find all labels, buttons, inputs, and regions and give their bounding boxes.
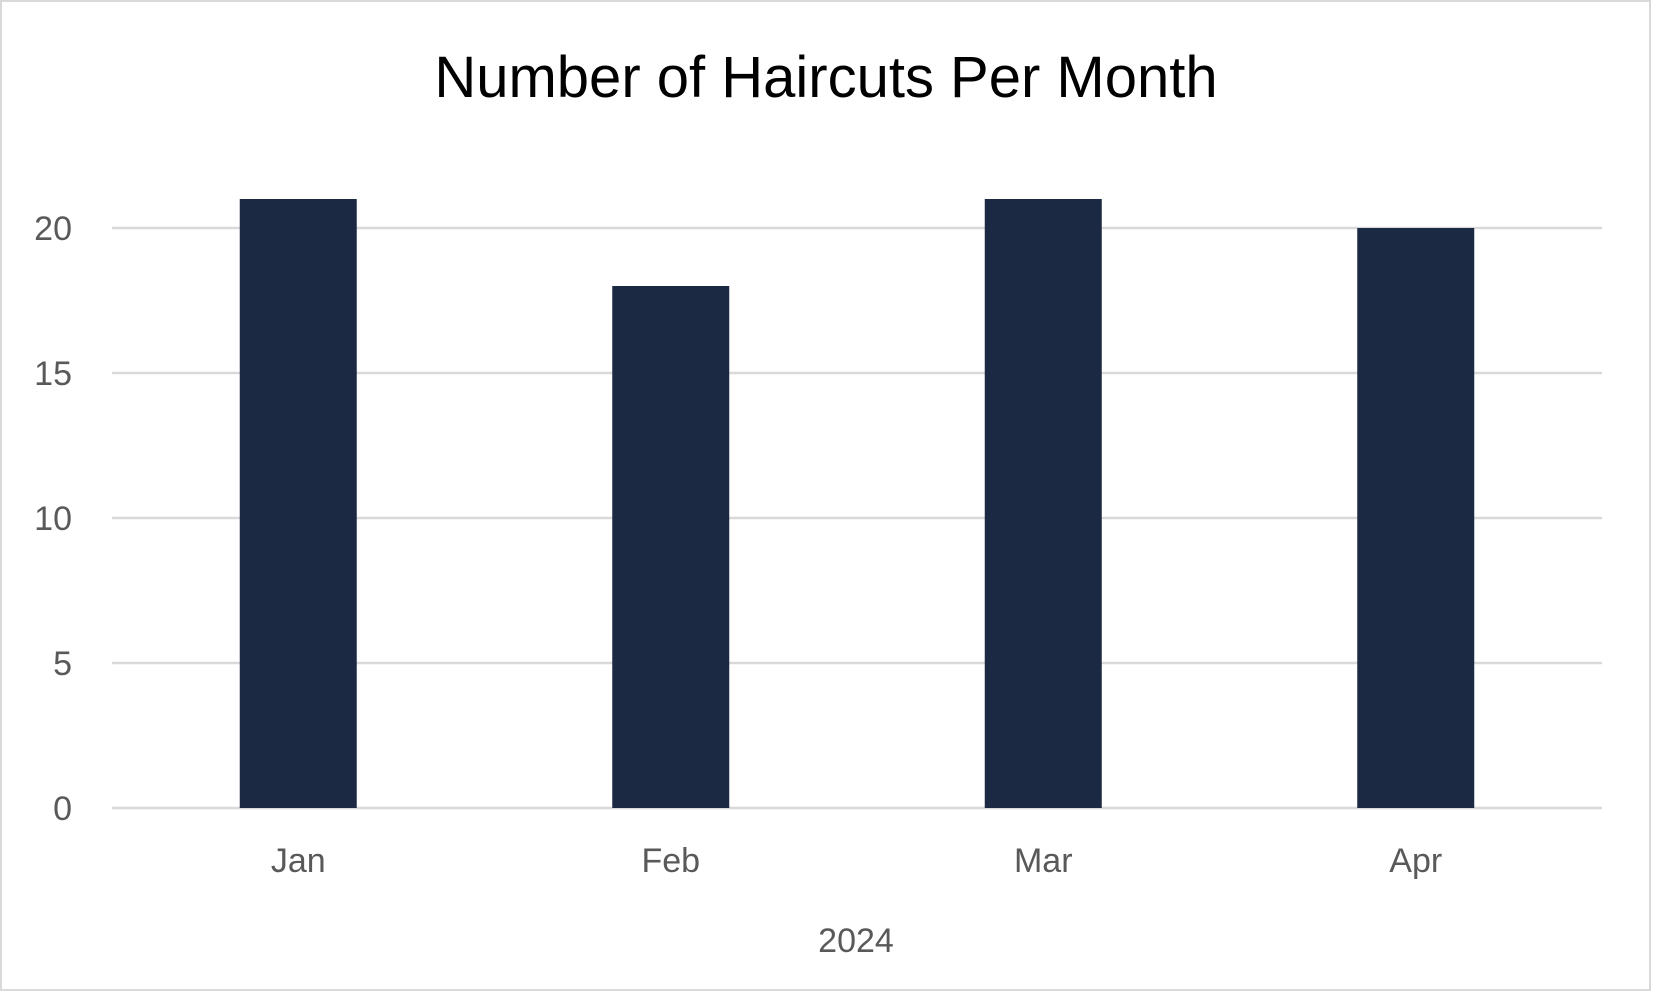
- x-tick-label: Feb: [641, 842, 700, 880]
- x-tick-label: Apr: [1389, 842, 1442, 880]
- bar-jan: [239, 199, 357, 808]
- bar-mar: [984, 199, 1102, 808]
- bar-apr: [1357, 228, 1475, 808]
- gridlines: [112, 226, 1602, 810]
- y-tick-label: 0: [53, 790, 72, 828]
- x-tick-label: Jan: [271, 842, 326, 880]
- x-axis-ticks: Jan Feb Mar Apr: [271, 842, 1442, 880]
- x-axis-title: 2024: [818, 922, 894, 960]
- y-tick-label: 5: [53, 645, 72, 683]
- y-tick-label: 10: [34, 500, 72, 538]
- bars: [239, 199, 1475, 808]
- y-tick-label: 20: [34, 210, 72, 248]
- chart-title: Number of Haircuts Per Month: [434, 45, 1217, 110]
- y-axis-ticks: 0 5 10 15 20: [34, 210, 72, 828]
- bar-feb: [612, 286, 730, 808]
- x-tick-label: Mar: [1014, 842, 1073, 880]
- y-tick-label: 15: [34, 355, 72, 393]
